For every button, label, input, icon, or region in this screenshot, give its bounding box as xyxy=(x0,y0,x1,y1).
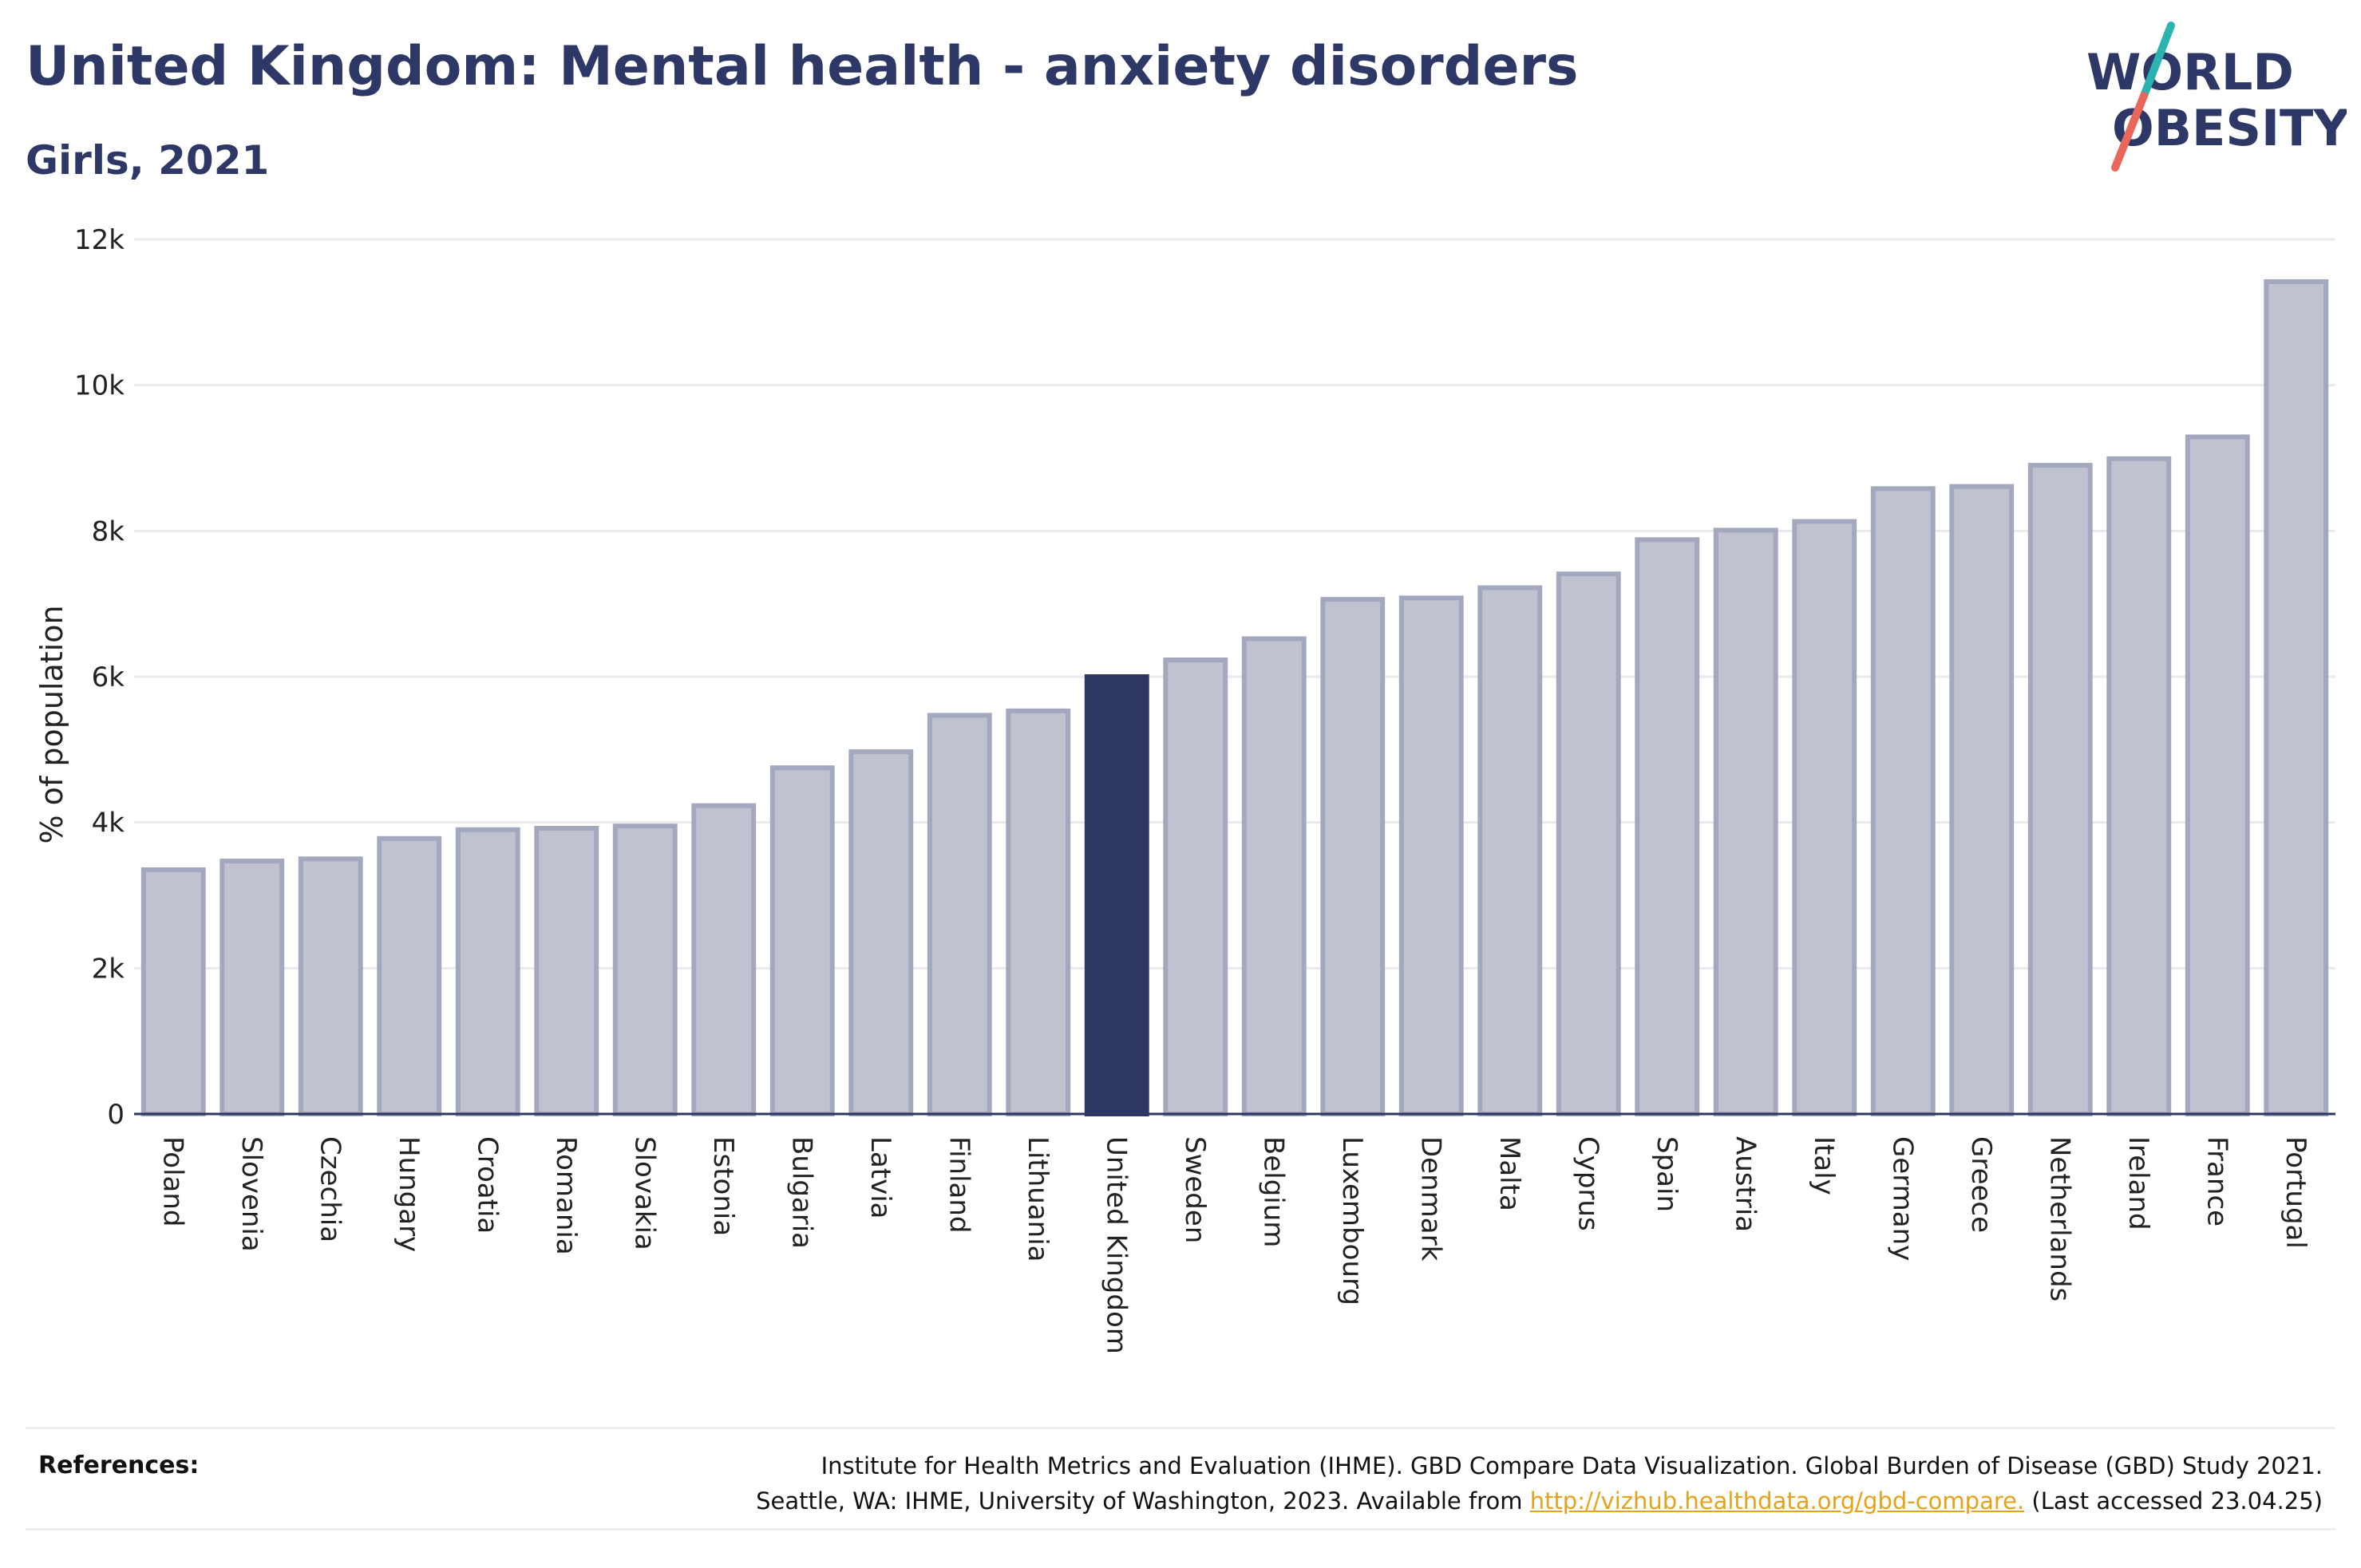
bar-poland[interactable] xyxy=(140,867,206,1116)
x-tick-label: Finland xyxy=(943,1136,975,1234)
x-tick-label: Latvia xyxy=(864,1136,896,1219)
x-tick-label: Slovakia xyxy=(628,1136,660,1250)
bar-spain[interactable] xyxy=(1635,537,1700,1116)
bar-lithuania[interactable] xyxy=(1006,708,1071,1117)
references-label: References: xyxy=(38,1451,200,1479)
bar-cyprus[interactable] xyxy=(1556,571,1621,1116)
bar-luxembourg[interactable] xyxy=(1320,597,1386,1116)
x-tick-label: Slovenia xyxy=(235,1136,267,1252)
logo-line2: OBESITY xyxy=(2112,99,2347,157)
y-tick-label: 10k xyxy=(74,370,125,402)
y-tick-label: 12k xyxy=(74,224,125,256)
x-tick-label: Italy xyxy=(1808,1136,1840,1195)
bar-france[interactable] xyxy=(2185,434,2250,1116)
y-tick-label: 8k xyxy=(92,515,125,547)
x-tick-label: Sweden xyxy=(1179,1136,1211,1243)
bar-czechia[interactable] xyxy=(298,856,363,1117)
logo-line1: WORLD xyxy=(2086,43,2294,101)
bar-estonia[interactable] xyxy=(691,803,757,1116)
x-tick-label: Austria xyxy=(1729,1136,1761,1232)
bar-croatia[interactable] xyxy=(455,827,520,1117)
bar-bulgaria[interactable] xyxy=(769,765,835,1117)
x-tick-label: Romania xyxy=(550,1136,582,1255)
x-tick-label: France xyxy=(2201,1136,2232,1226)
x-tick-label: Estonia xyxy=(707,1136,739,1236)
bar-sweden[interactable] xyxy=(1163,657,1228,1116)
chart-subtitle: Girls, 2021 xyxy=(26,137,270,184)
y-axis-ticks: 0 2k 4k 6k 8k 10k 12k xyxy=(74,224,125,1131)
y-tick-label: 6k xyxy=(92,662,125,693)
bar-austria[interactable] xyxy=(1713,527,1778,1116)
x-tick-label: Cyprus xyxy=(1572,1136,1604,1231)
references-text: Institute for Health Metrics and Evaluat… xyxy=(567,1448,2323,1519)
references-line2-suffix: (Last accessed 23.04.25) xyxy=(2024,1487,2323,1515)
x-tick-label: Portugal xyxy=(2280,1136,2312,1249)
references-section: References: Institute for Health Metrics… xyxy=(26,1427,2335,1530)
bar-ireland[interactable] xyxy=(2106,456,2172,1116)
bar-finland[interactable] xyxy=(927,713,992,1116)
x-tick-label: Czechia xyxy=(314,1136,346,1242)
bar-denmark[interactable] xyxy=(1398,595,1464,1116)
x-tick-label: Croatia xyxy=(471,1136,503,1234)
x-tick-label: Hungary xyxy=(393,1136,425,1252)
bar-latvia[interactable] xyxy=(848,749,914,1116)
bar-romania[interactable] xyxy=(534,825,599,1117)
y-tick-label: 4k xyxy=(92,808,125,839)
x-tick-label: United Kingdom xyxy=(1100,1136,1132,1354)
bar-malta[interactable] xyxy=(1477,585,1543,1116)
bar-germany[interactable] xyxy=(1870,486,1936,1116)
bar-slovakia[interactable] xyxy=(612,823,678,1116)
world-obesity-logo: WORLD OBESITY xyxy=(2086,22,2347,172)
x-tick-label: Ireland xyxy=(2122,1136,2154,1230)
bar-slovenia[interactable] xyxy=(219,859,285,1117)
logo-slash-top xyxy=(2140,22,2175,100)
y-tick-label: 2k xyxy=(92,953,125,985)
chart-title: United Kingdom: Mental health - anxiety … xyxy=(26,35,1579,98)
references-link[interactable]: http://vizhub.healthdata.org/gbd-compare… xyxy=(1529,1487,2025,1515)
bar-greece[interactable] xyxy=(1949,484,2015,1116)
y-axis-title: % of population xyxy=(34,605,69,843)
x-tick-label: Luxembourg xyxy=(1336,1136,1368,1305)
bar-united-kingdom[interactable] xyxy=(1084,674,1149,1116)
x-axis-labels: Poland Slovenia Czechia Hungary Croatia Roman… xyxy=(156,1136,2312,1354)
y-tick-label: 0 xyxy=(107,1099,125,1131)
references-line1: Institute for Health Metrics and Evaluat… xyxy=(821,1452,2323,1479)
x-tick-label: Bulgaria xyxy=(785,1136,817,1249)
x-tick-label: Poland xyxy=(156,1136,188,1227)
bar-belgium[interactable] xyxy=(1241,636,1307,1116)
x-tick-label: Belgium xyxy=(1257,1136,1289,1247)
bar-italy[interactable] xyxy=(1792,519,1857,1116)
x-tick-label: Spain xyxy=(1651,1136,1683,1212)
logo-slash-bottom xyxy=(2111,92,2148,172)
x-tick-label: Netherlands xyxy=(2043,1136,2075,1301)
x-tick-label: Denmark xyxy=(1414,1136,1446,1262)
bar-portugal[interactable] xyxy=(2264,278,2329,1116)
x-tick-label: Malta xyxy=(1493,1136,1525,1211)
x-tick-label: Lithuania xyxy=(1022,1136,1054,1262)
references-line2-prefix: Seattle, WA: IHME, University of Washing… xyxy=(756,1487,1530,1515)
x-tick-label: Germany xyxy=(1886,1136,1918,1261)
bars xyxy=(140,278,2329,1117)
x-tick-label: Greece xyxy=(1965,1136,1997,1233)
bar-chart: 0 2k 4k 6k 8k 10k 12k Poland Slovenia Czechia Hun… xyxy=(34,224,2335,1354)
bar-netherlands[interactable] xyxy=(2027,463,2093,1116)
bar-hungary[interactable] xyxy=(377,835,442,1116)
